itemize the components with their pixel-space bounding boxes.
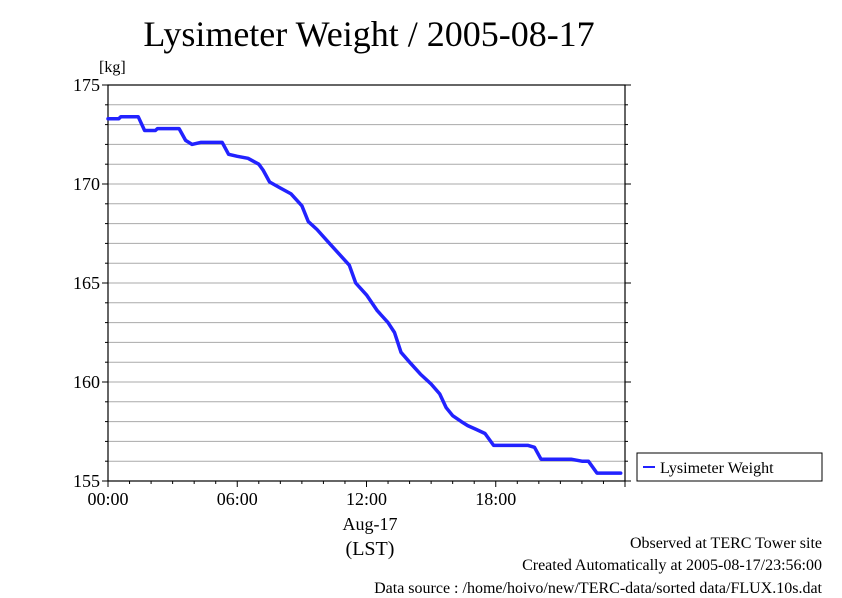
x-axis-date-label: Aug-17	[343, 514, 398, 534]
x-axis-timezone-label: (LST)	[346, 538, 395, 560]
series-line-lysimeter-weight	[106, 114, 623, 475]
y-tick-label: 165	[73, 273, 100, 293]
x-tick-label: 18:00	[475, 489, 516, 509]
x-tick-label: 00:00	[87, 489, 128, 509]
y-tick-label: 175	[73, 75, 100, 95]
chart-title: Lysimeter Weight / 2005-08-17	[143, 14, 594, 54]
y-tick-label: 160	[73, 372, 100, 392]
y-axis-unit: [kg]	[99, 59, 126, 76]
x-tick-label: 06:00	[217, 489, 258, 509]
x-tick-label: 12:00	[346, 489, 387, 509]
y-tick-label: 170	[73, 174, 100, 194]
legend-label: Lysimeter Weight	[660, 460, 774, 477]
footer-data-source: Data source : /home/hoivo/new/TERC-data/…	[374, 580, 822, 597]
footer-created-time: Created Automatically at 2005-08-17/23:5…	[522, 557, 822, 574]
y-tick-label: 155	[73, 471, 100, 491]
legend-box	[636, 452, 823, 482]
grid-lines	[108, 104, 625, 462]
footer-observed-site: Observed at TERC Tower site	[629, 535, 822, 552]
y-axis-ticks: 155 160 165 170 175	[73, 75, 631, 491]
x-axis-ticks: 00:00 06:00 12:00 18:00	[87, 481, 626, 509]
legend: Lysimeter Weight	[636, 452, 823, 482]
series-layer	[106, 114, 623, 475]
